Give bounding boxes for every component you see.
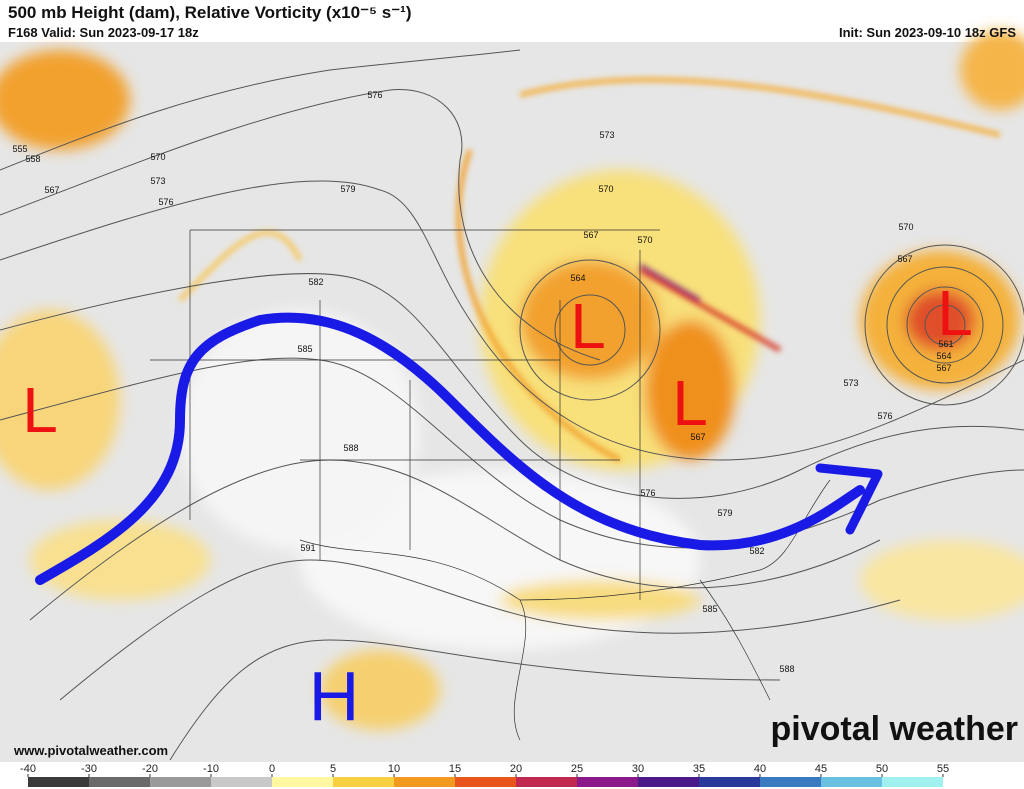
colorbar-swatch — [882, 777, 943, 787]
contour-label: 567 — [44, 185, 59, 195]
colorbar-swatch — [333, 777, 394, 787]
colorbar-swatch — [28, 777, 89, 787]
contour-label: 588 — [343, 443, 358, 453]
colorbar-swatch — [150, 777, 211, 787]
contour-label: 579 — [717, 508, 732, 518]
contour-label: 555 — [12, 144, 27, 154]
colorbar-tick-label: 15 — [449, 763, 461, 775]
colorbar-tick-label: 35 — [693, 763, 705, 775]
title: 500 mb Height (dam), Relative Vorticity … — [8, 3, 412, 22]
colorbar-tick-label: 25 — [571, 763, 583, 775]
contour-label: 582 — [308, 277, 323, 287]
colorbar-swatch — [516, 777, 577, 787]
contour-label: 570 — [150, 152, 165, 162]
contour-label: 564 — [936, 351, 951, 361]
colorbar-tick-label: 40 — [754, 763, 766, 775]
contour-label: 585 — [297, 344, 312, 354]
colorbar-swatch — [760, 777, 821, 787]
colorbar-tick-label: -40 — [20, 763, 36, 775]
init-time: Init: Sun 2023-09-10 18z GFS — [838, 25, 1016, 40]
contour-label: 591 — [300, 543, 315, 553]
contour-label: 567 — [936, 363, 951, 373]
contour-label: 573 — [599, 130, 614, 140]
contour-label: 570 — [637, 235, 652, 245]
low-pressure-marker: L — [22, 374, 58, 446]
colorbar-tick-label: -30 — [81, 763, 97, 775]
colorbar-tick-label: 0 — [269, 763, 275, 775]
logo: pivotal weather — [770, 710, 1018, 748]
contour-label: 585 — [702, 604, 717, 614]
contour-label: 567 — [897, 254, 912, 264]
low-pressure-marker: L — [672, 367, 708, 439]
colorbar-swatch — [699, 777, 760, 787]
colorbar-tick-label: -10 — [203, 763, 219, 775]
colorbar-tick-label: -20 — [142, 763, 158, 775]
contour-label: 558 — [25, 154, 40, 164]
colorbar-swatch — [211, 777, 272, 787]
high-pressure-marker: H — [309, 657, 360, 735]
colorbar-swatch — [272, 777, 333, 787]
colorbar-tick-label: 5 — [330, 763, 336, 775]
low-pressure-marker: L — [937, 277, 973, 349]
contour-label: 564 — [570, 273, 585, 283]
jet-stream-arrow — [35, 312, 865, 585]
colorbar-tick-label: 55 — [937, 763, 949, 775]
colorbar-tick-label: 20 — [510, 763, 522, 775]
colorbar-swatch — [638, 777, 699, 787]
contour-label: 582 — [749, 546, 764, 556]
colorbar-tick-label: 30 — [632, 763, 644, 775]
contour-label: 576 — [367, 90, 382, 100]
colorbar-swatch — [89, 777, 150, 787]
contour-label: 579 — [340, 184, 355, 194]
vorticity-field — [0, 30, 1024, 730]
colorbar-swatch — [455, 777, 516, 787]
low-pressure-marker: L — [570, 290, 606, 362]
colorbar-swatch — [577, 777, 638, 787]
website: www.pivotalweather.com — [13, 743, 168, 758]
colorbar-swatch — [821, 777, 882, 787]
contour-label: 570 — [898, 222, 913, 232]
contour-label: 570 — [598, 184, 613, 194]
contour-label: 567 — [583, 230, 598, 240]
colorbar-tick-label: 45 — [815, 763, 827, 775]
contour-label: 576 — [640, 488, 655, 498]
contour-label: 573 — [150, 176, 165, 186]
colorbar-tick-label: 10 — [388, 763, 400, 775]
contour-label: 576 — [158, 197, 173, 207]
arrow-head — [815, 463, 883, 535]
contour-label: 588 — [779, 664, 794, 674]
valid-time: F168 Valid: Sun 2023-09-17 18z — [8, 25, 199, 40]
contour-label: 573 — [843, 378, 858, 388]
colorbar-tick-label: 50 — [876, 763, 888, 775]
contour-label: 576 — [877, 411, 892, 421]
contour-label: 561 — [938, 339, 953, 349]
contour-label: 567 — [690, 432, 705, 442]
colorbar-swatch — [394, 777, 455, 787]
vorticity-bands — [178, 77, 1001, 463]
